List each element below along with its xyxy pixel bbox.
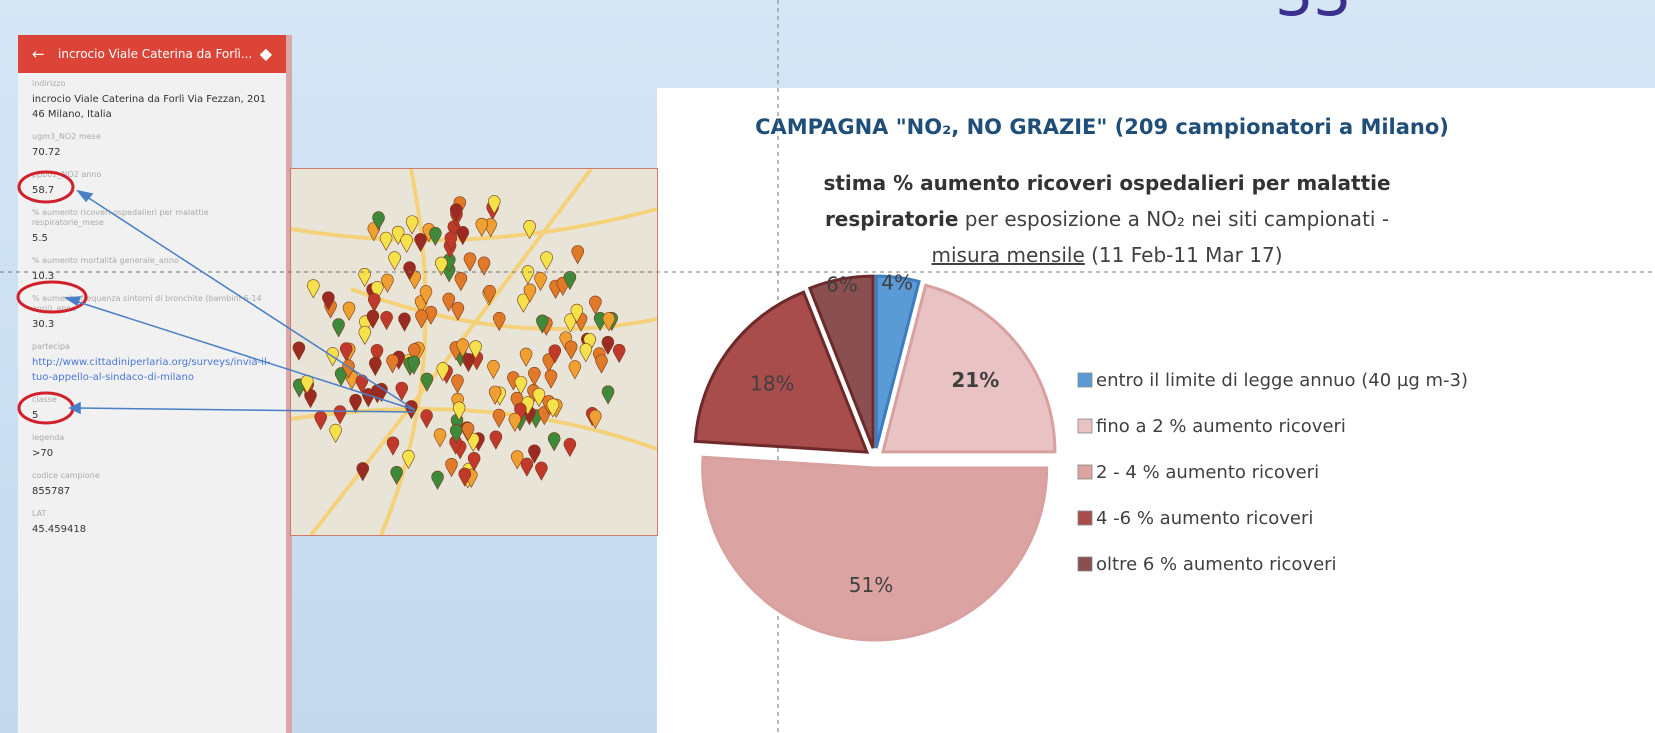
- legend-label: entro il limite di legge annuo (40 µg m-…: [1096, 370, 1468, 391]
- data-label: 51%: [849, 573, 893, 597]
- legend-label: oltre 6 % aumento ricoveri: [1096, 554, 1337, 575]
- legend-swatch: [1078, 511, 1092, 525]
- highlight: [19, 393, 73, 423]
- page: NO2 slide {"slide_number": "33", "panel"…: [0, 0, 1655, 733]
- overlay: 4% 21% 51% 18% 6% entro il limite di legge an…: [0, 0, 1655, 733]
- data-label: 21%: [951, 368, 999, 392]
- pie-slice: [703, 457, 1047, 640]
- data-label: 4%: [881, 271, 913, 295]
- legend-label: 2 - 4 % aumento ricoveri: [1096, 462, 1319, 483]
- data-label: 18%: [750, 371, 794, 395]
- body: 33 incrocio Viale Caterina da Forlì... i…: [0, 0, 1655, 733]
- highlight: [19, 172, 73, 202]
- legend-swatch: [1078, 557, 1092, 571]
- legend-swatch: [1078, 419, 1092, 433]
- slide: 33 incrocio Viale Caterina da Forlì... i…: [0, 0, 1655, 733]
- legend-swatch: [1078, 373, 1092, 387]
- legend-label: 4 -6 % aumento ricoveri: [1096, 508, 1313, 529]
- legend-label: fino a 2 % aumento ricoveri: [1096, 416, 1346, 437]
- data-label: 6%: [826, 272, 858, 296]
- arrows: [66, 191, 415, 413]
- legend-swatch: [1078, 465, 1092, 479]
